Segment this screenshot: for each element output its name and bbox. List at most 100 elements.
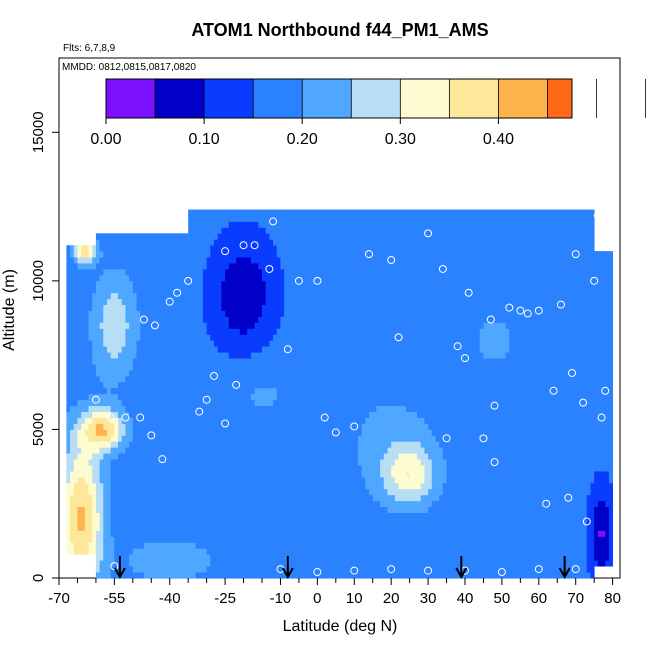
heatmap-cell (118, 429, 123, 436)
heatmap-cell (92, 310, 97, 317)
heatmap-cell (177, 387, 182, 395)
heatmap-cell (365, 506, 370, 514)
heatmap-cell (214, 239, 219, 246)
heatmap-cell (73, 251, 78, 258)
heatmap-cell (125, 251, 130, 258)
heatmap-cell (339, 316, 344, 323)
heatmap-cell (136, 263, 141, 270)
heatmap-cell (276, 417, 281, 424)
heatmap-cell (166, 423, 171, 430)
heatmap-cell (202, 274, 208, 282)
heatmap-cell (106, 447, 112, 454)
heatmap-cell (343, 251, 348, 258)
heatmap-cell (151, 572, 156, 579)
heatmap-cell (191, 263, 196, 270)
heatmap-cell (269, 524, 274, 531)
heatmap-cell (166, 471, 171, 478)
heatmap-cell (236, 429, 241, 436)
heatmap-cell (346, 524, 351, 531)
heatmap-cell (357, 411, 363, 418)
heatmap-cell (202, 530, 208, 537)
heatmap-cell (236, 393, 241, 401)
heatmap-cell (221, 387, 226, 395)
heatmap-cell (81, 352, 86, 359)
heatmap-cell (250, 352, 256, 359)
heatmap-cell (173, 334, 178, 341)
heatmap-cell (287, 542, 292, 549)
heatmap-cell (291, 364, 296, 371)
heatmap-cell (273, 566, 278, 573)
heatmap-cell (184, 441, 189, 448)
heatmap-cell (369, 441, 374, 448)
heatmap-cell (84, 542, 89, 549)
heatmap-cell (202, 334, 208, 341)
heatmap-cell (232, 221, 237, 228)
heatmap-cell (191, 560, 196, 567)
heatmap-cell (361, 364, 366, 371)
heatmap-cell (158, 286, 163, 294)
heatmap-cell (276, 488, 281, 496)
heatmap-cell (298, 381, 303, 389)
heatmap-cell (169, 358, 174, 365)
heatmap-cell (206, 536, 211, 543)
heatmap-cell (214, 340, 219, 347)
heatmap-cell (140, 548, 145, 555)
heatmap-cell (136, 524, 141, 531)
heatmap-cell (354, 471, 359, 478)
heatmap-cell (284, 441, 289, 448)
heatmap-cell (335, 488, 340, 496)
heatmap-cell (129, 417, 134, 424)
heatmap-cell (295, 435, 300, 442)
heatmap-cell (173, 441, 178, 448)
heatmap-cell (206, 328, 211, 335)
heatmap-cell (151, 488, 156, 496)
heatmap-cell (66, 423, 71, 430)
heatmap-cell (287, 506, 292, 514)
heatmap-cell (298, 387, 303, 395)
heatmap-cell (324, 518, 329, 525)
heatmap-cell (346, 352, 351, 359)
heatmap-cell (261, 554, 267, 561)
heatmap-cell (243, 465, 248, 472)
heatmap-cell (151, 465, 156, 472)
heatmap-cell (125, 375, 130, 383)
heatmap-cell (365, 292, 370, 300)
heatmap-cell (225, 548, 230, 555)
heatmap-cell (88, 340, 93, 347)
heatmap-cell (265, 405, 270, 412)
heatmap-cell (158, 375, 163, 383)
heatmap-cell (169, 268, 174, 276)
heatmap-cell (151, 471, 156, 478)
heatmap-cell (202, 494, 208, 502)
heatmap-cell (228, 399, 233, 407)
heatmap-cell (321, 572, 326, 579)
heatmap-cell (88, 251, 93, 258)
heatmap-cell (84, 482, 89, 490)
heatmap-cell (125, 239, 130, 246)
heatmap-cell (214, 572, 219, 579)
heatmap-cell (361, 209, 366, 216)
heatmap-cell (158, 381, 163, 389)
heatmap-cell (313, 346, 318, 353)
heatmap-cell (173, 346, 178, 353)
heatmap-cell (84, 471, 89, 478)
heatmap-cell (306, 465, 311, 472)
heatmap-cell (84, 518, 89, 525)
heatmap-cell (140, 566, 145, 573)
heatmap-cell (195, 352, 200, 359)
heatmap-cell (206, 340, 211, 347)
heatmap-cell (372, 471, 377, 478)
heatmap-cell (243, 274, 248, 282)
heatmap-cell (335, 441, 340, 448)
heatmap-cell (125, 263, 130, 270)
heatmap-cell (202, 554, 208, 561)
heatmap-cell (202, 506, 208, 514)
heatmap-cell (302, 465, 307, 472)
heatmap-cell (191, 518, 196, 525)
heatmap-cell (276, 328, 281, 335)
heatmap-cell (284, 476, 289, 484)
heatmap-cell (154, 429, 160, 436)
heatmap-cell (66, 417, 71, 424)
heatmap-cell (84, 310, 89, 317)
heatmap-cell (118, 257, 123, 264)
